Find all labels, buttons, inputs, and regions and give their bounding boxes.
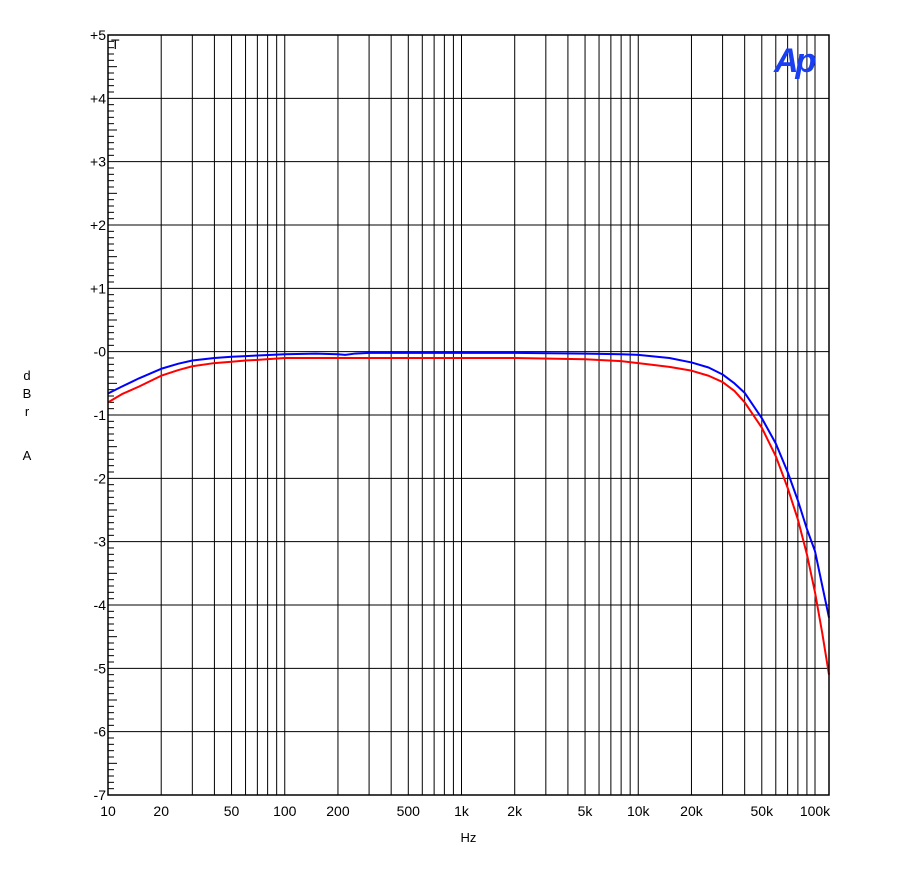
x-tick-label: 200: [326, 803, 350, 819]
y-tick-label: -1: [94, 407, 107, 423]
x-tick-label: 20: [153, 803, 169, 819]
x-tick-label: 10k: [627, 803, 651, 819]
y-axis-label-char: r: [25, 404, 30, 419]
x-tick-label: 5k: [578, 803, 594, 819]
y-axis-label-char: d: [23, 368, 30, 383]
y-tick-label: -5: [94, 660, 107, 676]
y-tick-label: -2: [94, 470, 107, 486]
x-tick-label: 500: [397, 803, 421, 819]
y-axis-label: dBr A: [23, 368, 32, 463]
y-axis-label-char: A: [23, 448, 32, 463]
y-tick-label: +4: [90, 90, 106, 106]
series-line-2: [107, 357, 830, 675]
y-tick-label: +1: [90, 280, 106, 296]
x-tick-label: 100: [273, 803, 297, 819]
chart-grid: [108, 35, 829, 795]
y-tick-label: -6: [94, 724, 107, 740]
x-tick-label: 20k: [680, 803, 704, 819]
y-tick-label: +5: [90, 27, 106, 43]
y-tick-label: -3: [94, 534, 107, 550]
x-tick-label: 2k: [507, 803, 523, 819]
x-tick-label: 1k: [454, 803, 470, 819]
y-tick-label: +2: [90, 217, 106, 233]
x-tick-label: 100k: [800, 803, 831, 819]
y-tick-labels: +5 +4 +3 +2 +1 -0 -1 -2 -3 -4 -5 -6 -7: [90, 27, 106, 803]
ap-logo: Ap: [773, 42, 816, 80]
y-tick-label: +3: [90, 154, 106, 170]
y-tick-label: -4: [94, 597, 107, 613]
plot-frame: [107, 34, 830, 796]
y-tick-label: -7: [94, 787, 107, 803]
y-axis-label-char: B: [23, 386, 32, 401]
x-tick-labels: 10 20 50 100 200 500 1k 2k 5k 10k 20k 50k 100k: [100, 803, 831, 819]
series-line-1: [107, 351, 830, 618]
sweep-marker: T: [111, 36, 120, 52]
y-tick-label: -0: [94, 344, 107, 360]
x-tick-label: 50k: [751, 803, 775, 819]
x-tick-label: 50: [224, 803, 240, 819]
x-axis-label: Hz: [461, 830, 477, 845]
x-tick-label: 10: [100, 803, 116, 819]
y-minor-ticks: [108, 40, 117, 790]
chart-series: [107, 351, 830, 675]
